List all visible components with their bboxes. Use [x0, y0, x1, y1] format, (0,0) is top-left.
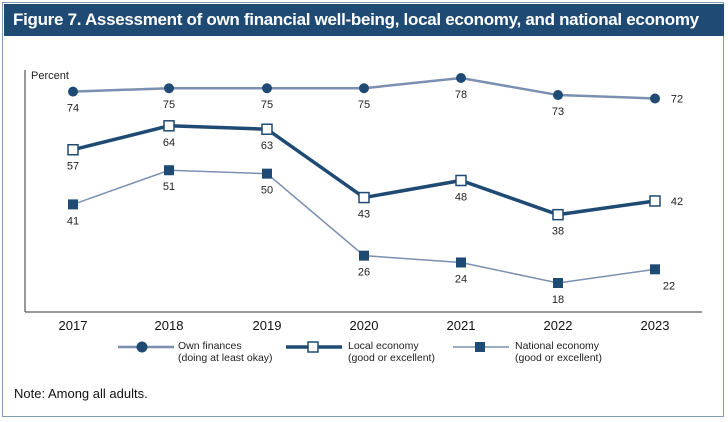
x-tick-label: 2022 — [544, 318, 573, 333]
data-label: 18 — [552, 294, 564, 306]
data-label: 22 — [663, 280, 675, 292]
data-point — [261, 123, 273, 135]
legend-sublabel: (doing at least okay) — [178, 352, 273, 364]
legend-sublabel: (good or excellent) — [348, 352, 435, 364]
data-point — [358, 191, 370, 204]
data-label: 75 — [261, 99, 273, 111]
legend-open-square-icon — [286, 341, 342, 353]
x-tick-label: 2021 — [447, 318, 476, 333]
data-point — [456, 72, 466, 83]
legend-circle-icon — [118, 341, 174, 353]
data-label: 26 — [358, 267, 370, 279]
data-point — [456, 257, 466, 268]
data-point — [164, 165, 174, 176]
data-point — [262, 83, 272, 94]
data-label: 24 — [455, 273, 467, 285]
data-label: 72 — [671, 93, 683, 105]
figure-title: Figure 7. Assessment of own financial we… — [4, 4, 724, 61]
data-point — [649, 195, 661, 207]
legend-label: Own finances — [178, 340, 242, 352]
data-label: 78 — [455, 89, 467, 101]
data-point — [262, 168, 272, 179]
legend-sublabel: (good or excellent) — [515, 352, 602, 364]
figure-frame — [2, 2, 724, 417]
data-point — [650, 264, 660, 275]
legend-label: Local economy — [348, 340, 419, 352]
data-label: 73 — [552, 106, 564, 118]
data-label: 63 — [261, 140, 273, 152]
data-point — [552, 208, 564, 221]
x-tick-label: 2020 — [350, 318, 379, 333]
data-label: 64 — [163, 137, 175, 149]
data-point — [359, 83, 369, 94]
data-point — [553, 90, 563, 101]
data-label: 48 — [455, 191, 467, 203]
data-point — [553, 277, 563, 288]
data-point — [68, 199, 78, 210]
data-label: 75 — [163, 99, 175, 111]
data-label: 74 — [67, 103, 79, 115]
data-point — [359, 250, 369, 261]
data-point — [67, 143, 79, 156]
y-axis-label: Percent — [31, 70, 69, 82]
data-label: 75 — [358, 99, 370, 111]
data-label: 51 — [163, 181, 175, 193]
data-point — [650, 93, 660, 104]
data-label: 41 — [67, 215, 79, 227]
data-label: 38 — [552, 226, 564, 238]
x-tick-label: 2023 — [641, 318, 670, 333]
figure-note: Note: Among all adults. — [14, 386, 148, 401]
data-point — [455, 174, 467, 187]
data-point — [163, 120, 175, 132]
data-label: 57 — [67, 161, 79, 173]
x-tick-label: 2017 — [59, 318, 88, 333]
data-point — [68, 86, 78, 97]
x-tick-label: 2019 — [253, 318, 282, 333]
data-point — [164, 83, 174, 94]
data-label: 42 — [671, 196, 683, 208]
x-tick-label: 2018 — [155, 318, 184, 333]
data-label: 50 — [261, 185, 273, 197]
data-label: 43 — [358, 209, 370, 221]
legend-label: National economy — [515, 340, 600, 352]
legend-filled-square-icon — [453, 342, 509, 352]
